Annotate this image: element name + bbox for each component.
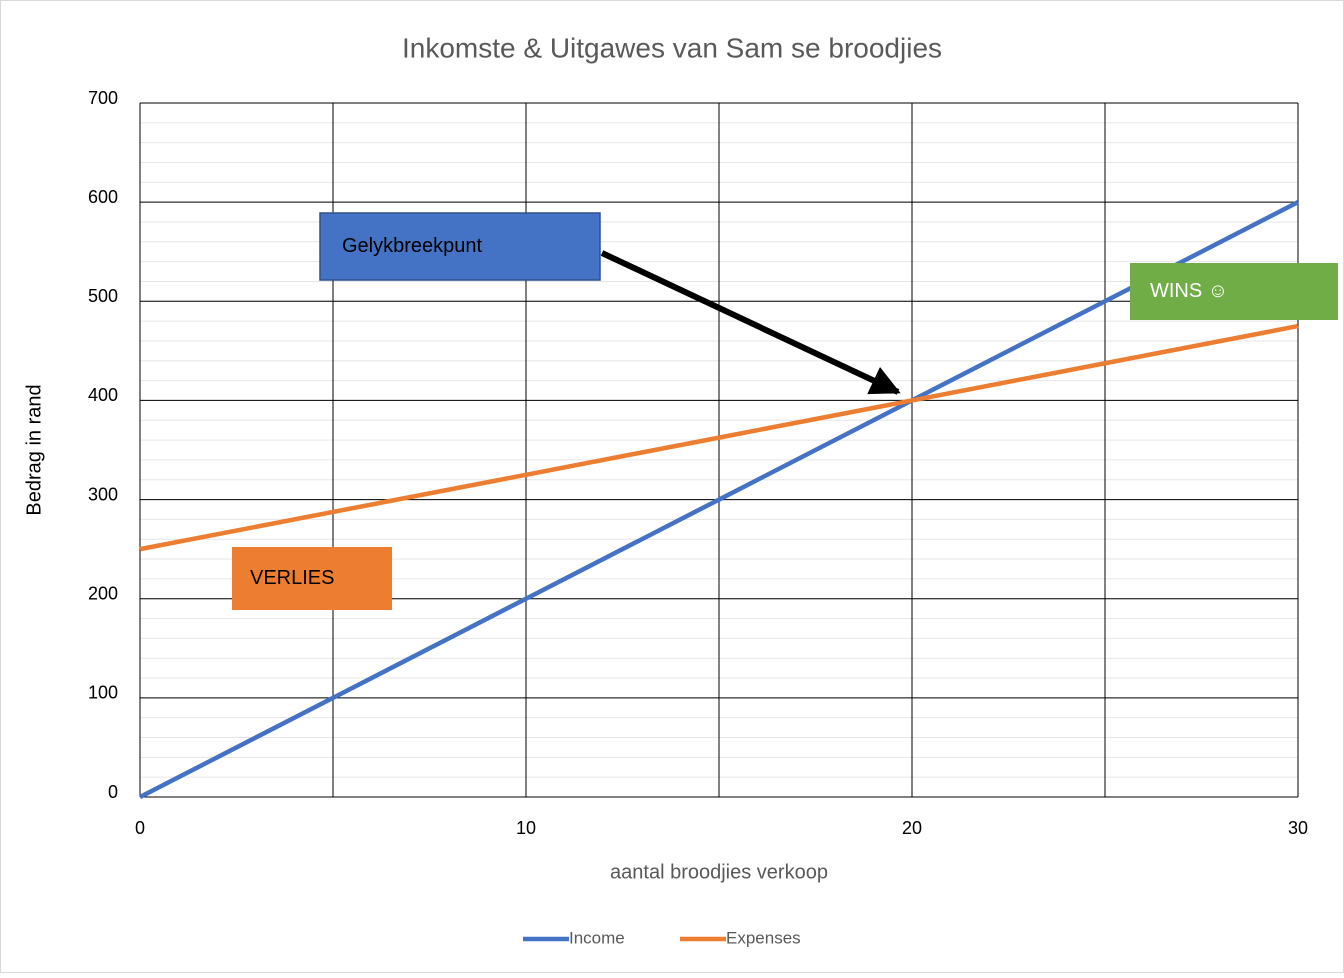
- x-tick-label: 10: [516, 818, 536, 838]
- series-line: [139, 323, 1299, 552]
- x-tick-label: 0: [135, 818, 145, 838]
- annotation-box: [319, 212, 601, 281]
- y-tick-label: 500: [88, 286, 118, 306]
- annotation-box: [1130, 263, 1338, 320]
- series-line: [138, 200, 1300, 800]
- x-axis-label: aantal broodjies verkoop: [610, 861, 828, 883]
- y-tick-label: 400: [88, 385, 118, 405]
- annotation-box: [232, 547, 392, 610]
- annotation-text: Gelykbreekpunt: [342, 235, 483, 257]
- y-tick-label: 700: [88, 88, 118, 108]
- annotation-text: VERLIES: [250, 567, 334, 589]
- x-tick-label: 20: [902, 818, 922, 838]
- y-tick-label: 0: [108, 782, 118, 802]
- y-tick-label: 600: [88, 187, 118, 207]
- chart-title: Inkomste & Uitgawes van Sam se broodjies: [402, 32, 942, 63]
- legend-label: Expenses: [726, 928, 801, 947]
- y-tick-label: 300: [88, 484, 118, 504]
- annotation-text: WINS ☺: [1150, 280, 1228, 302]
- y-tick-label: 200: [88, 583, 118, 603]
- y-axis-label: Bedrag in rand: [23, 384, 45, 515]
- x-tick-label: 30: [1288, 818, 1308, 838]
- y-tick-label: 100: [88, 683, 118, 703]
- legend-label: Income: [569, 928, 625, 947]
- annotation-arrow: [600, 250, 901, 395]
